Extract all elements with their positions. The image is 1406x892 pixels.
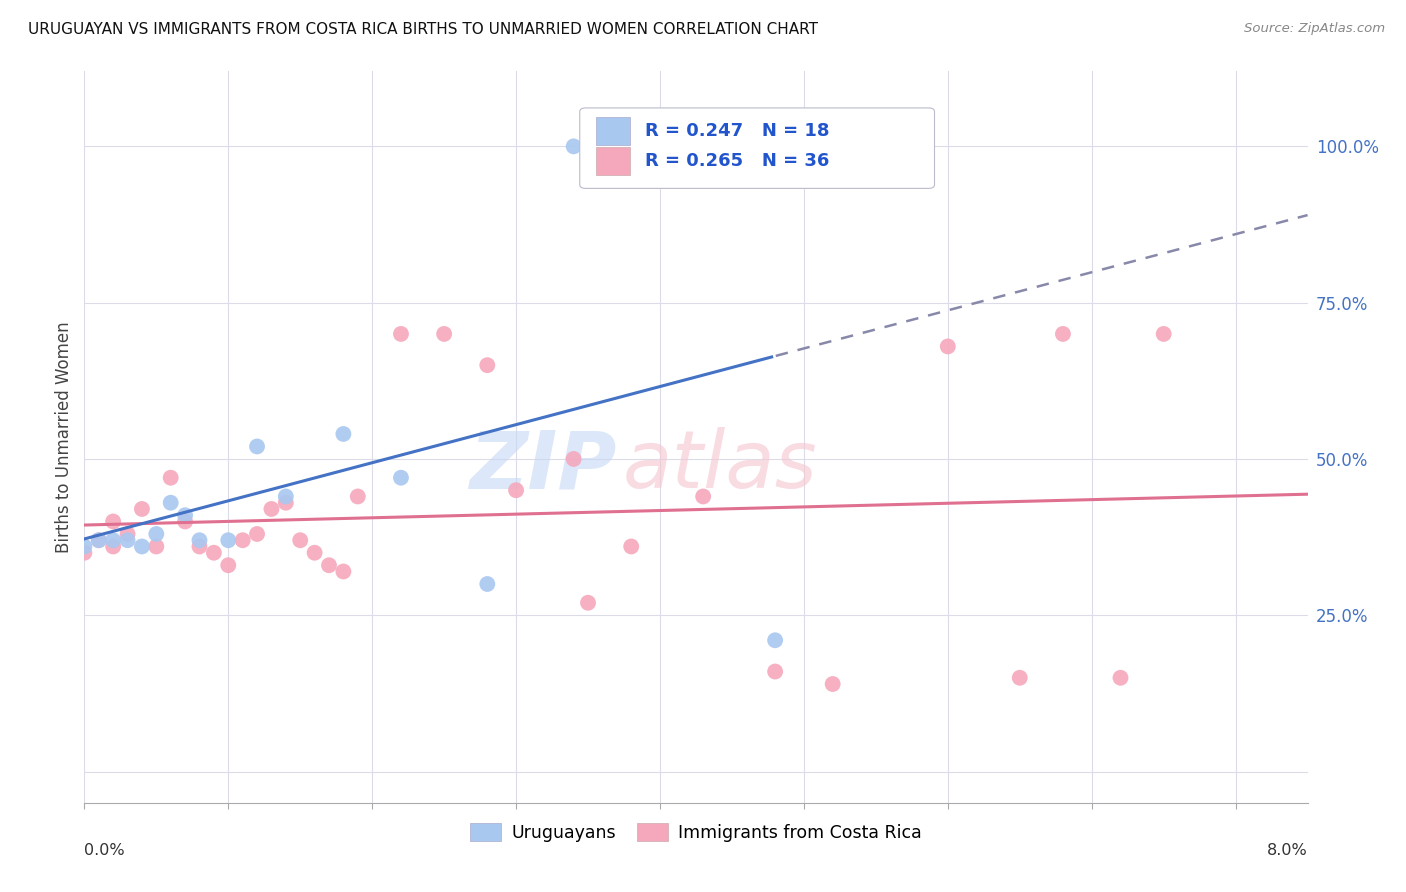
Point bbox=[188, 533, 211, 548]
Y-axis label: Births to Unmarried Women: Births to Unmarried Women bbox=[55, 321, 73, 553]
Point bbox=[232, 533, 254, 548]
Point bbox=[73, 540, 96, 554]
Point bbox=[159, 496, 181, 510]
Point bbox=[389, 471, 412, 485]
Point bbox=[346, 490, 368, 504]
FancyBboxPatch shape bbox=[579, 108, 935, 188]
Point bbox=[763, 665, 786, 679]
Point bbox=[260, 502, 283, 516]
Point bbox=[217, 558, 239, 573]
Bar bbox=[596, 117, 630, 145]
Point bbox=[1008, 671, 1031, 685]
Point bbox=[562, 452, 585, 467]
Point bbox=[692, 490, 714, 504]
Point bbox=[246, 440, 269, 454]
Text: Source: ZipAtlas.com: Source: ZipAtlas.com bbox=[1244, 22, 1385, 36]
Point bbox=[620, 540, 643, 554]
Point bbox=[131, 540, 153, 554]
Point bbox=[217, 533, 239, 548]
Point bbox=[389, 326, 412, 341]
Text: R = 0.247   N = 18: R = 0.247 N = 18 bbox=[644, 121, 830, 140]
Point bbox=[159, 471, 181, 485]
Point bbox=[145, 540, 167, 554]
Text: ZIP: ZIP bbox=[470, 427, 616, 506]
Point bbox=[304, 546, 326, 560]
Point bbox=[477, 358, 499, 372]
Point bbox=[117, 533, 139, 548]
Point bbox=[477, 577, 499, 591]
Text: 8.0%: 8.0% bbox=[1267, 843, 1308, 858]
Text: R = 0.265   N = 36: R = 0.265 N = 36 bbox=[644, 153, 830, 170]
Point bbox=[202, 546, 225, 560]
Point bbox=[174, 508, 197, 523]
Point bbox=[145, 527, 167, 541]
Point bbox=[936, 339, 959, 353]
Point bbox=[117, 527, 139, 541]
Point bbox=[332, 426, 354, 441]
Point bbox=[274, 490, 297, 504]
Point bbox=[131, 502, 153, 516]
Point bbox=[332, 565, 354, 579]
Point bbox=[1153, 326, 1175, 341]
Legend: Uruguayans, Immigrants from Costa Rica: Uruguayans, Immigrants from Costa Rica bbox=[463, 816, 929, 849]
Point bbox=[246, 527, 269, 541]
Point bbox=[290, 533, 312, 548]
Point bbox=[433, 326, 456, 341]
Point bbox=[174, 515, 197, 529]
Bar bbox=[596, 147, 630, 175]
Point bbox=[591, 139, 613, 153]
Point bbox=[763, 633, 786, 648]
Point bbox=[274, 496, 297, 510]
Point bbox=[1109, 671, 1132, 685]
Point bbox=[188, 540, 211, 554]
Text: atlas: atlas bbox=[623, 427, 817, 506]
Point bbox=[562, 139, 585, 153]
Point bbox=[576, 596, 599, 610]
Point bbox=[87, 533, 110, 548]
Point bbox=[1052, 326, 1074, 341]
Point bbox=[101, 540, 124, 554]
Text: 0.0%: 0.0% bbox=[84, 843, 125, 858]
Point bbox=[73, 546, 96, 560]
Text: URUGUAYAN VS IMMIGRANTS FROM COSTA RICA BIRTHS TO UNMARRIED WOMEN CORRELATION CH: URUGUAYAN VS IMMIGRANTS FROM COSTA RICA … bbox=[28, 22, 818, 37]
Point bbox=[318, 558, 340, 573]
Point bbox=[87, 533, 110, 548]
Point bbox=[101, 515, 124, 529]
Point bbox=[101, 533, 124, 548]
Point bbox=[821, 677, 844, 691]
Point bbox=[505, 483, 527, 498]
